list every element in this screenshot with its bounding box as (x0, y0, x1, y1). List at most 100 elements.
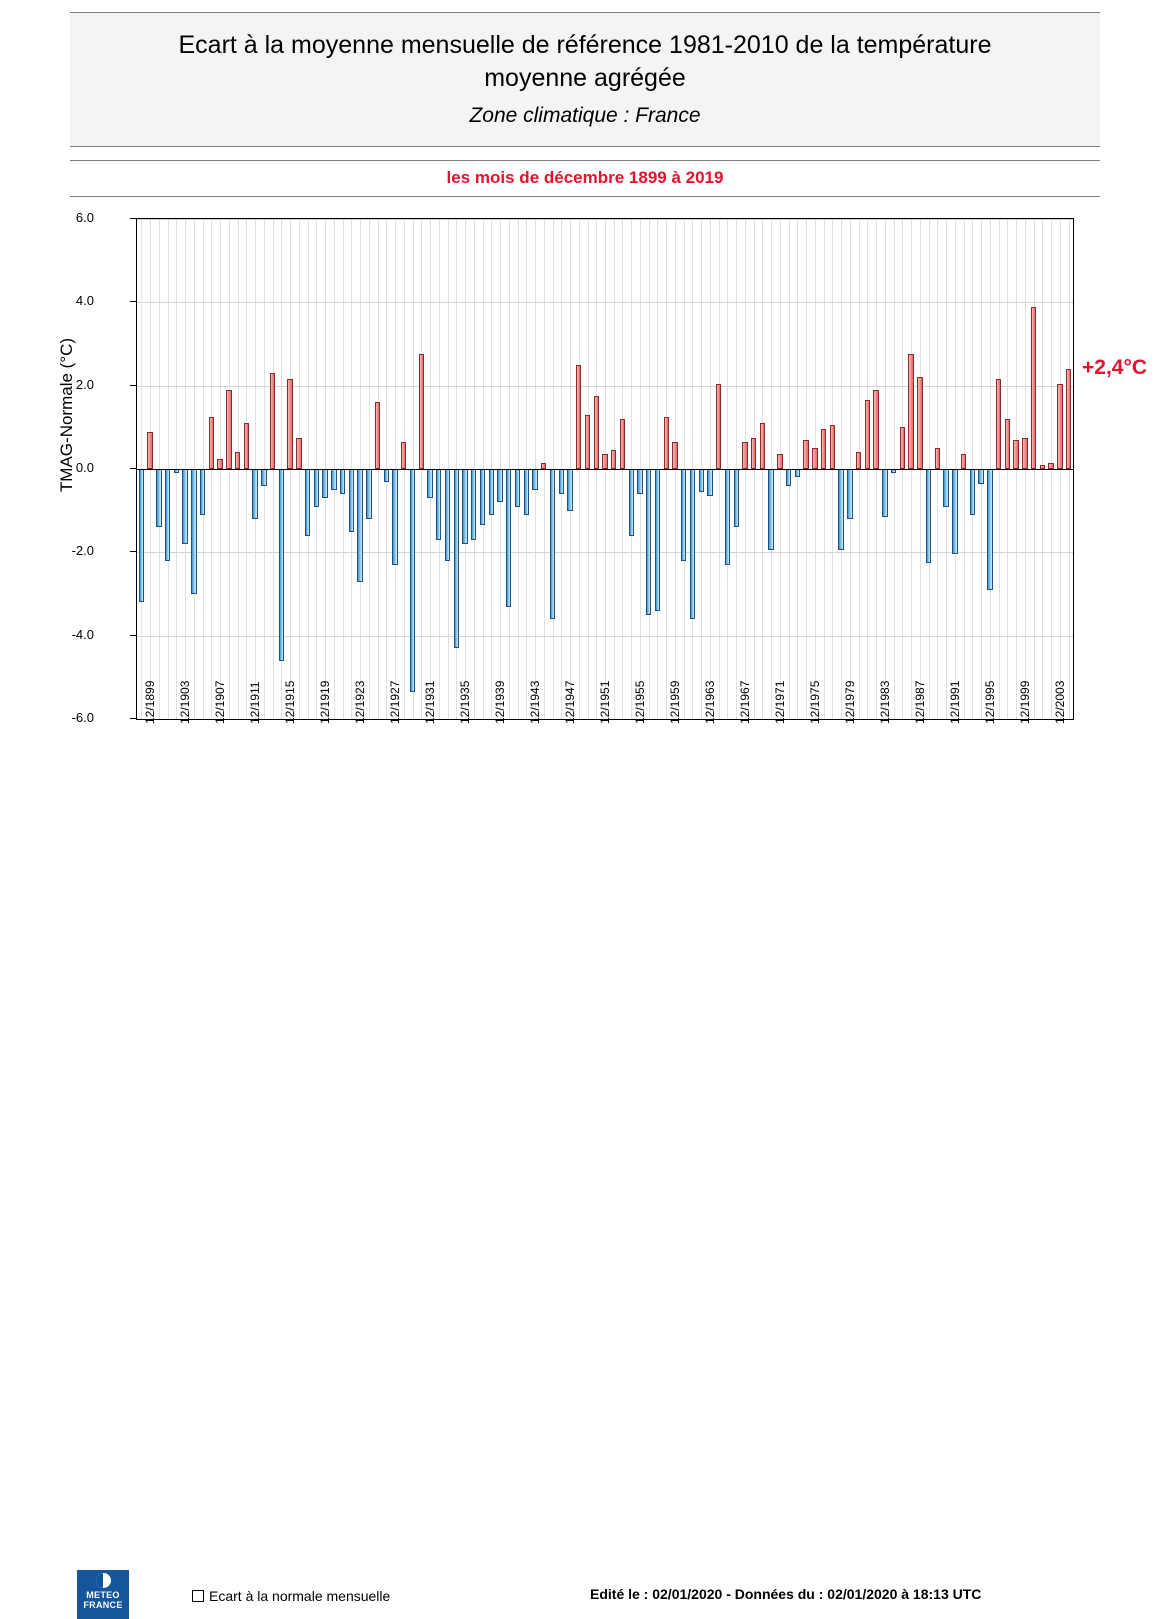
y-axis-tick-label: -6.0 (71, 710, 94, 725)
credits-text: Edité le : 02/01/2020 - Données du : 02/… (590, 1586, 982, 1602)
bar-1908 (217, 458, 223, 469)
bar-1986 (899, 427, 906, 469)
bar-1938 (479, 469, 486, 526)
bar-1918 (304, 469, 311, 536)
bar-1942 (514, 469, 521, 507)
bar-1932 (427, 469, 433, 499)
bar-1922 (339, 469, 346, 494)
bar-1930 (409, 469, 416, 692)
bar-1996 (987, 469, 993, 590)
bar-1911 (243, 423, 250, 469)
x-axis-tick-label: 12/1963 (703, 680, 718, 724)
x-axis-tick-label: 12/1995 (983, 680, 998, 724)
bar-1954 (619, 419, 626, 469)
y-axis-tick-mark (130, 468, 136, 469)
bar-1951 (593, 396, 599, 469)
bar-2000 (1022, 437, 1028, 469)
x-axis-tick-label: 12/1903 (178, 680, 193, 724)
bar-1926 (374, 402, 381, 469)
bar-1931 (418, 354, 424, 469)
bar-1978 (829, 425, 836, 469)
bar-1916 (287, 379, 293, 469)
bar-1982 (864, 400, 871, 469)
x-axis-tick-label: 12/1959 (668, 680, 683, 724)
latest-value-annotation: +2,4°C (1082, 356, 1148, 379)
x-axis-tick-label: 12/1983 (878, 680, 893, 724)
x-axis-tick-label: 12/1923 (353, 680, 368, 724)
bar-1948 (567, 469, 573, 511)
bar-1979 (838, 469, 844, 551)
bar-2002 (1039, 464, 1046, 469)
horizontal-gridline (137, 302, 1073, 303)
title-block: Ecart à la moyenne mensuelle de référenc… (70, 12, 1100, 147)
bar-1972 (777, 454, 783, 469)
horizontal-gridline (137, 386, 1073, 387)
bar-1905 (191, 469, 197, 594)
logo-line-2: FRANCE (83, 1600, 123, 1610)
bar-1965 (716, 383, 722, 469)
page-title: Ecart à la moyenne mensuelle de référenc… (178, 31, 992, 92)
x-axis-tick-label: 12/1939 (493, 680, 508, 724)
x-axis-tick-label: 12/1927 (388, 680, 403, 724)
bar-1906 (199, 469, 206, 515)
x-axis-tick-label: 12/1991 (948, 680, 963, 724)
x-axis-tick-label: 12/1899 (143, 680, 158, 724)
bar-1917 (296, 437, 302, 469)
bar-1976 (812, 448, 818, 469)
bar-1964 (707, 469, 713, 497)
horizontal-gridline (137, 219, 1073, 220)
bar-1967 (733, 469, 739, 528)
bar-1952 (602, 454, 608, 469)
x-axis-tick-label: 12/2003 (1053, 680, 1068, 724)
y-axis-tick-mark (130, 384, 136, 386)
bar-1947 (558, 469, 564, 494)
bar-1993 (960, 454, 967, 469)
x-axis-tick-label: 12/1919 (318, 680, 333, 724)
bar-1988 (917, 377, 923, 469)
x-axis-tick-label: 12/1951 (598, 680, 613, 724)
bar-1958 (654, 469, 661, 611)
x-axis-tick-label: 12/1955 (633, 680, 648, 724)
y-axis-tick-label: 6.0 (75, 210, 94, 225)
bar-1943 (523, 469, 529, 515)
bar-1928 (392, 469, 398, 565)
bar-1991 (943, 469, 949, 507)
bar-1946 (549, 469, 556, 619)
bar-1937 (471, 469, 477, 540)
bar-1939 (488, 469, 494, 515)
bar-1980 (847, 469, 853, 519)
x-axis-tick-label: 12/1907 (213, 680, 228, 724)
bar-1962 (689, 469, 696, 619)
bar-1920 (322, 469, 328, 499)
bar-1957 (646, 469, 652, 615)
bar-1950 (584, 414, 591, 469)
bar-1919 (313, 469, 320, 507)
bar-1934 (444, 469, 451, 561)
bar-1987 (908, 354, 914, 469)
bar-1960 (672, 441, 678, 469)
bar-1902 (164, 469, 171, 561)
bar-1915 (278, 469, 285, 661)
bar-1935 (453, 469, 459, 649)
bar-1974 (794, 469, 801, 478)
bar-1995 (978, 469, 984, 484)
bar-1914 (269, 373, 276, 469)
bar-1973 (785, 469, 792, 486)
y-axis-tick-mark (130, 551, 136, 553)
bar-1955 (628, 469, 634, 536)
bar-1899 (138, 469, 145, 603)
bar-1921 (331, 469, 337, 490)
y-axis-tick-mark (130, 301, 136, 303)
bar-1913 (261, 469, 267, 486)
chart-container: TMAG-Normale (°C) 6.0 4.0 2.0 0.0 -2.0 -4.0 -6… (57, 210, 1074, 725)
bar-1929 (401, 441, 407, 469)
page-subtitle: Zone climatique : France (469, 104, 701, 127)
bar-2005 (1065, 369, 1072, 469)
y-axis-tick-label: -2.0 (71, 543, 94, 559)
plot-area (136, 218, 1074, 720)
zero-baseline (137, 469, 1073, 470)
bar-1963 (698, 469, 704, 492)
x-axis-tick-label: 12/1967 (738, 680, 753, 724)
y-axis-tick-mark (130, 218, 136, 219)
bar-1900 (147, 431, 153, 469)
